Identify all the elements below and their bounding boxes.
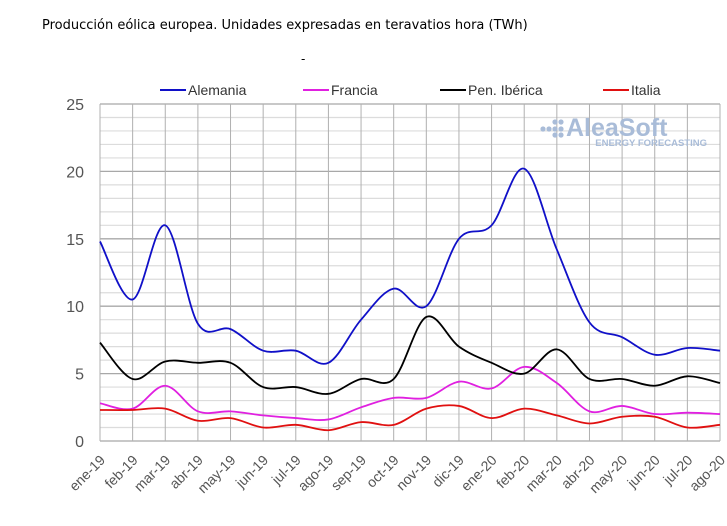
x-tick-label: ene-19 [66,452,108,494]
logo-dot-icon [552,119,558,125]
y-tick-label: 0 [75,434,84,451]
series-line-francia [99,365,721,421]
chart-title: Producción eólica europea. Unidades expr… [42,18,528,33]
x-tick-label: ene-20 [458,452,500,494]
x-tick-label: jun-20 [623,452,663,492]
logo-dot-icon [552,132,558,138]
series-line-pen-ib-rica [99,315,721,395]
y-tick-label: 5 [75,367,84,384]
logo-dot-icon [558,119,564,125]
y-tick-label: 10 [66,299,84,316]
x-tick-label: sep-19 [328,452,370,494]
x-tick-label: mar-20 [522,452,565,495]
y-tick-label: 15 [66,232,84,249]
logo-dot-icon [558,132,564,138]
x-tick-label: ago-20 [686,452,727,494]
logo-dot-icon [546,126,552,132]
logo-dot-icon [558,126,564,132]
x-tick-label: mar-19 [131,452,174,495]
legend-label: Pen. Ibérica [468,82,543,98]
y-tick-label: 25 [66,97,84,114]
logo-dot-icon [552,126,558,132]
legend-label: Alemania [188,82,247,98]
watermark-tagline: ENERGY FORECASTING [595,138,707,149]
legend-label: Italia [631,82,661,98]
x-tick-label: nov-19 [393,452,435,494]
series-line-italia [99,404,721,432]
watermark-brand: AleaSoft [566,114,668,142]
series-line-alemania [99,167,721,365]
x-tick-label: jun-19 [232,452,272,492]
y-tick-label: 20 [66,164,84,181]
x-tick-label: ago-19 [294,452,336,494]
chart-subtitle: - [301,52,306,66]
legend-label: Francia [331,82,378,98]
logo-dot-icon [540,126,546,132]
